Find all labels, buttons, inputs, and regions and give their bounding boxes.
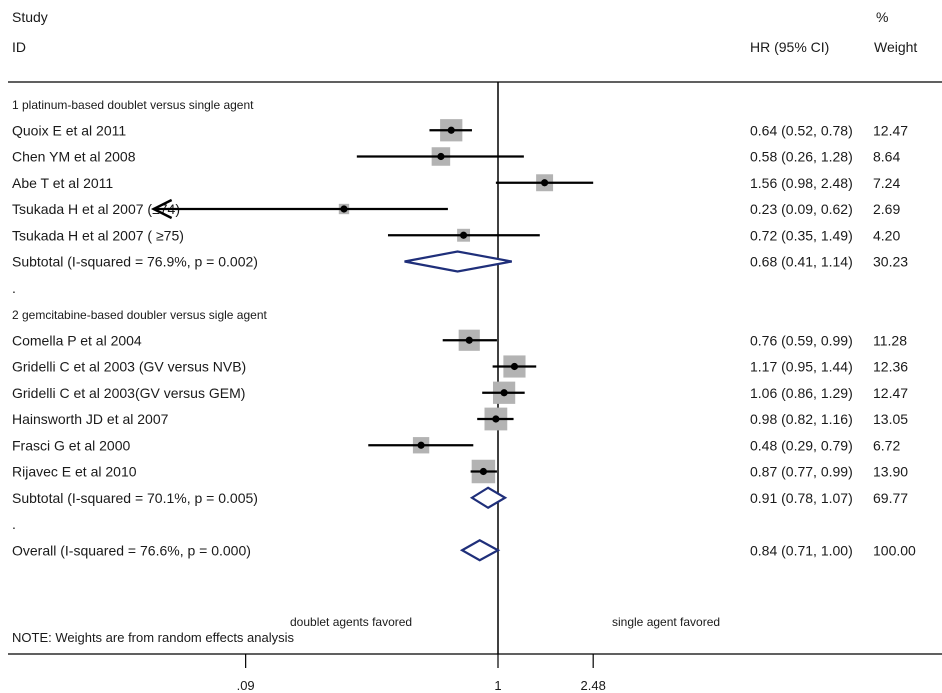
weight-value: 7.24 (873, 175, 900, 191)
study-label: Gridelli C et al 2003(GV versus GEM) (12, 385, 245, 401)
hr-ci-value: 0.98 (0.82, 1.16) (750, 411, 853, 427)
study-rows: 1 platinum-based doublet versus single a… (12, 98, 916, 558)
row-separator-dot: . (12, 516, 16, 532)
weight-value: 12.36 (873, 359, 908, 375)
weight-value: 13.90 (873, 464, 908, 480)
point-estimate (465, 336, 473, 344)
hr-ci-value: 0.76 (0.59, 0.99) (750, 332, 853, 348)
weight-value: 13.05 (873, 411, 908, 427)
plot-marks (150, 119, 594, 562)
weights-note: NOTE: Weights are from random effects an… (12, 630, 295, 645)
right-favored-label: single agent favored (612, 615, 720, 629)
hr-ci-value: 0.64 (0.52, 0.78) (750, 122, 853, 138)
hr-ci-value: 1.06 (0.86, 1.29) (750, 385, 853, 401)
weight-value: 100.00 (873, 542, 916, 558)
header-study: Study (12, 9, 48, 25)
header-percent: % (876, 9, 888, 25)
hr-ci-value: 0.68 (0.41, 1.14) (750, 254, 853, 270)
weight-value: 4.20 (873, 227, 900, 243)
point-estimate (437, 152, 445, 161)
point-estimate (500, 389, 508, 397)
left-favored-label: doublet agents favored (290, 615, 412, 629)
point-estimate (459, 231, 468, 239)
group-label: 2 gemcitabine-based doubler versus sigle… (12, 308, 267, 322)
hr-ci-value: 0.72 (0.35, 1.49) (750, 227, 853, 243)
point-estimate (492, 415, 500, 423)
subtotal-label: Subtotal (I-squared = 76.9%, p = 0.002) (12, 254, 258, 270)
study-label: Tsukada H et al 2007 ( ≥75) (12, 227, 184, 243)
hr-ci-value: 0.48 (0.29, 0.79) (750, 437, 853, 453)
weight-value: 2.69 (873, 201, 900, 217)
hr-ci-value: 0.23 (0.09, 0.62) (750, 201, 853, 217)
x-tick-label: 2.48 (581, 678, 606, 693)
weight-value: 12.47 (873, 385, 908, 401)
weight-value: 6.72 (873, 437, 900, 453)
weight-value: 8.64 (873, 149, 900, 165)
study-label: Rijavec E et al 2010 (12, 464, 137, 480)
point-estimate (541, 179, 549, 187)
group-label: 1 platinum-based doublet versus single a… (12, 98, 254, 112)
hr-ci-value: 1.56 (0.98, 2.48) (750, 175, 853, 191)
study-label: Comella P et al 2004 (12, 332, 142, 348)
hr-ci-value: 0.58 (0.26, 1.28) (750, 149, 853, 165)
hr-ci-value: 1.17 (0.95, 1.44) (750, 359, 853, 375)
study-label: Abe T et al 2011 (12, 175, 113, 191)
study-label: Hainsworth JD et al 2007 (12, 411, 169, 427)
point-estimate (510, 362, 519, 371)
subtotal-label: Subtotal (I-squared = 70.1%, p = 0.005) (12, 490, 258, 506)
weight-value: 12.47 (873, 122, 908, 138)
weight-value: 11.28 (873, 332, 907, 348)
subtotal-diamond (404, 250, 512, 273)
x-tick-label: 1 (494, 678, 501, 693)
hr-ci-value: 0.91 (0.78, 1.07) (750, 490, 853, 506)
header-id: ID (12, 39, 26, 55)
point-estimate (340, 205, 348, 213)
point-estimate (447, 126, 455, 134)
point-estimate (479, 467, 488, 476)
subtotal-diamond (469, 486, 508, 510)
study-label: Tsukada H et al 2007 (≤74) (12, 201, 180, 217)
x-axis-ticks: .09 1 2.48 (237, 654, 606, 693)
weight-value: 69.77 (873, 490, 908, 506)
row-separator-dot: . (12, 280, 16, 296)
hr-ci-value: 0.84 (0.71, 1.00) (750, 542, 853, 558)
study-label: Chen YM et al 2008 (12, 149, 136, 165)
x-tick-label: .09 (237, 678, 255, 693)
study-label: Frasci G et al 2000 (12, 437, 130, 453)
header-hr-ci: HR (95% CI) (750, 39, 829, 55)
hr-ci-value: 0.87 (0.77, 0.99) (750, 464, 853, 480)
overall-label: Overall (I-squared = 76.6%, p = 0.000) (12, 542, 251, 558)
study-label: Gridelli C et al 2003 (GV versus NVB) (12, 359, 246, 375)
point-estimate (417, 441, 425, 449)
header-weight: Weight (874, 39, 917, 55)
overall-diamond (459, 538, 501, 562)
weight-value: 30.23 (873, 254, 908, 270)
study-label: Quoix E et al 2011 (12, 122, 126, 138)
